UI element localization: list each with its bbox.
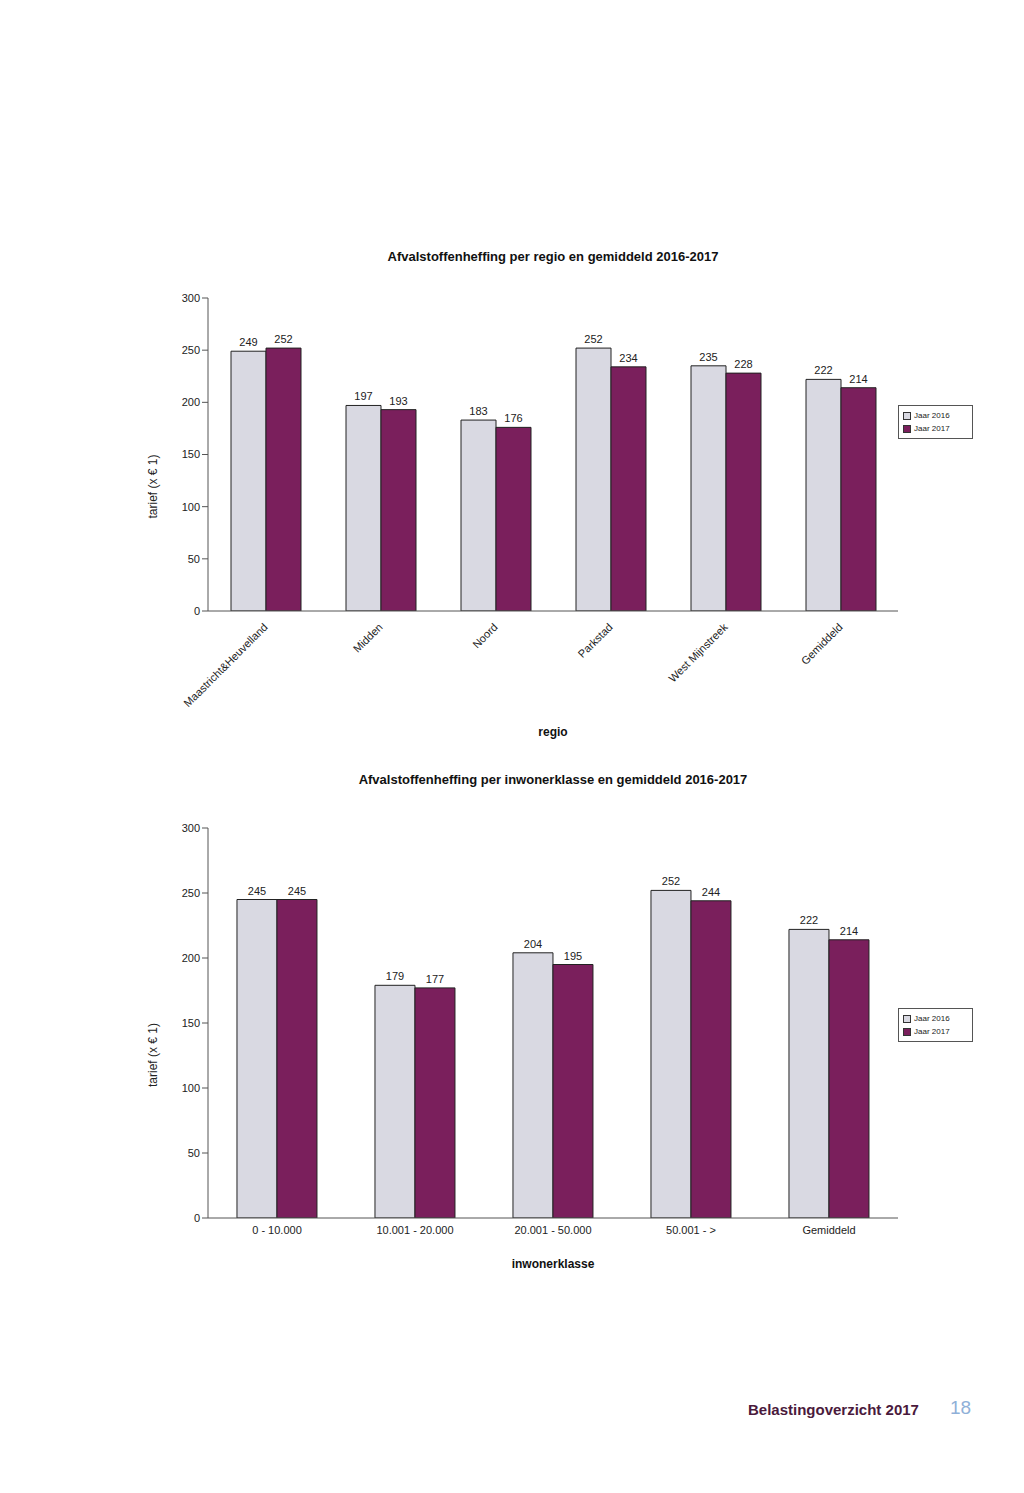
svg-text:300: 300 (182, 822, 200, 834)
svg-text:195: 195 (564, 950, 582, 962)
svg-text:inwonerklasse: inwonerklasse (512, 1257, 595, 1271)
svg-text:0 - 10.000: 0 - 10.000 (252, 1224, 302, 1236)
svg-text:50.001 - >: 50.001 - > (666, 1224, 716, 1236)
svg-text:214: 214 (849, 373, 867, 385)
html-text:Afvalstoffenheffing per regio: Afvalstoffenheffing per regio en gemidde… (387, 249, 719, 264)
svg-text:176: 176 (504, 412, 522, 424)
svg-text:Midden: Midden (351, 621, 385, 655)
html-text:Afvalstoffenheffing per inwone: Afvalstoffenheffing per inwonerklasse en… (358, 772, 748, 787)
svg-text:Maastricht&Heuvelland: Maastricht&Heuvelland (181, 621, 269, 709)
svg-text:Gemiddeld: Gemiddeld (802, 1224, 855, 1236)
svg-text:245: 245 (288, 885, 306, 897)
svg-text:234: 234 (619, 352, 637, 364)
html-text:Jaar 2017: Jaar 2017 (914, 1027, 950, 1036)
svg-text:Gemiddeld: Gemiddeld (799, 621, 845, 667)
svg-text:245: 245 (248, 885, 266, 897)
svg-text:193: 193 (389, 395, 407, 407)
svg-text:100: 100 (182, 1082, 200, 1094)
svg-text:150: 150 (182, 1017, 200, 1029)
svg-text:Noord: Noord (470, 621, 500, 651)
svg-text:228: 228 (734, 358, 752, 370)
svg-text:regio: regio (538, 725, 567, 739)
svg-text:197: 197 (354, 390, 372, 402)
svg-text:Parkstad: Parkstad (576, 621, 615, 660)
svg-text:0: 0 (194, 1212, 200, 1224)
svg-text:179: 179 (386, 970, 404, 982)
svg-text:222: 222 (814, 364, 832, 376)
svg-text:250: 250 (182, 887, 200, 899)
svg-text:183: 183 (469, 405, 487, 417)
svg-text:222: 222 (800, 914, 818, 926)
svg-text:West Mijnstreek: West Mijnstreek (666, 620, 730, 684)
svg-text:235: 235 (699, 351, 717, 363)
svg-text:50: 50 (188, 553, 200, 565)
svg-text:300: 300 (182, 292, 200, 304)
svg-text:0: 0 (194, 605, 200, 617)
svg-text:204: 204 (524, 938, 542, 950)
svg-text:252: 252 (274, 333, 292, 345)
svg-text:tarief (x € 1): tarief (x € 1) (146, 1023, 160, 1087)
svg-text:200: 200 (182, 396, 200, 408)
svg-text:249: 249 (239, 336, 257, 348)
svg-text:252: 252 (662, 875, 680, 887)
svg-text:150: 150 (182, 448, 200, 460)
svg-text:252: 252 (584, 333, 602, 345)
svg-text:50: 50 (188, 1147, 200, 1159)
svg-text:200: 200 (182, 952, 200, 964)
svg-text:10.001 - 20.000: 10.001 - 20.000 (376, 1224, 453, 1236)
svg-text:214: 214 (840, 925, 858, 937)
svg-text:177: 177 (426, 973, 444, 985)
html-text:18: 18 (950, 1397, 972, 1418)
html-text:Jaar 2016: Jaar 2016 (914, 1014, 950, 1023)
svg-text:20.001 - 50.000: 20.001 - 50.000 (514, 1224, 591, 1236)
svg-text:tarief (x € 1): tarief (x € 1) (146, 455, 160, 519)
svg-text:244: 244 (702, 886, 720, 898)
svg-text:100: 100 (182, 501, 200, 513)
html-text:Jaar 2017: Jaar 2017 (914, 424, 950, 433)
html-text:Jaar 2016: Jaar 2016 (914, 411, 950, 420)
html-text:Belastingoverzicht 2017: Belastingoverzicht 2017 (748, 1401, 919, 1418)
svg-text:250: 250 (182, 344, 200, 356)
